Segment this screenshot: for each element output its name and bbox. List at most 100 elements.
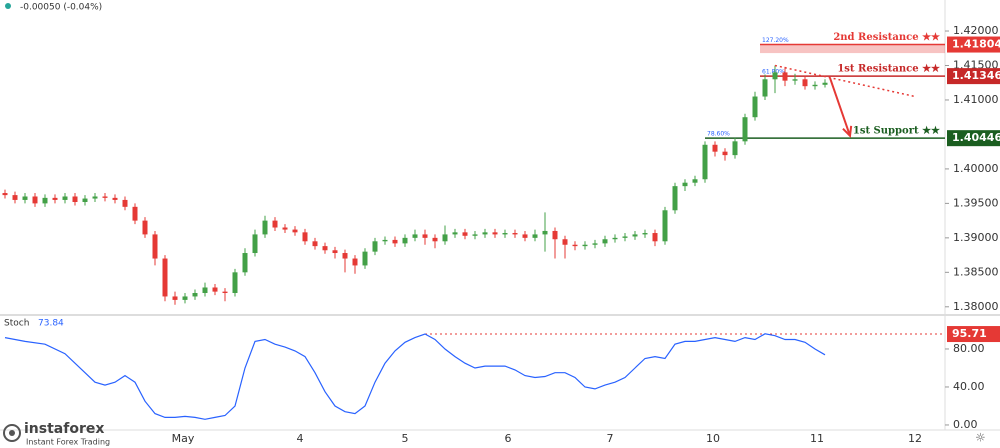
candle-body <box>102 196 108 198</box>
candle <box>452 228 458 238</box>
candle <box>552 227 558 259</box>
level-name: 1st Resistance ★★ <box>837 64 940 75</box>
logo-tagline: Instant Forex Trading <box>26 438 110 447</box>
candle-body <box>342 253 348 259</box>
candle <box>382 236 388 245</box>
candle <box>532 229 538 242</box>
candle <box>522 230 528 242</box>
candle <box>212 284 218 296</box>
candle <box>482 228 488 238</box>
x-tick-label: 5 <box>402 432 409 445</box>
candle <box>572 241 578 251</box>
candle <box>112 194 118 204</box>
y-tick-label: 1.40000 <box>953 162 999 175</box>
candle <box>672 182 678 214</box>
candle-body <box>762 79 768 97</box>
candle-body <box>312 241 318 247</box>
change-label: -0.00050 (-0.04%) <box>20 3 102 13</box>
x-tick-label: 6 <box>505 432 512 445</box>
candle <box>662 206 668 245</box>
y-tick-label: 1.41000 <box>953 93 999 106</box>
candle-body <box>602 239 608 244</box>
candle <box>152 230 158 266</box>
level-price-box <box>947 68 1000 85</box>
candle <box>792 73 798 85</box>
candle <box>122 196 128 211</box>
logo-icon <box>3 424 21 442</box>
candle-body <box>272 220 278 228</box>
candle <box>82 195 88 206</box>
candle-body <box>332 250 338 254</box>
candle <box>162 255 168 302</box>
y-tick-label: 1.38000 <box>953 300 999 313</box>
candle-body <box>212 287 218 292</box>
candle <box>312 237 318 250</box>
resistance-zone <box>760 44 945 54</box>
candle <box>222 288 228 302</box>
candle <box>352 255 358 274</box>
candle <box>632 230 638 240</box>
candle-body <box>652 233 658 242</box>
candle-body <box>772 72 778 80</box>
candle-body <box>292 229 298 233</box>
y-tick-label: 1.39500 <box>953 196 999 209</box>
candle-body <box>372 241 378 252</box>
candle <box>372 237 378 256</box>
candle-body <box>402 237 408 244</box>
candle <box>492 228 498 238</box>
candle-body <box>162 258 168 297</box>
candle <box>822 79 828 88</box>
candle-body <box>792 79 798 81</box>
level-name: 2nd Resistance ★★ <box>833 32 940 43</box>
candle-body <box>392 239 398 244</box>
candle <box>592 239 598 249</box>
level-price-box <box>947 36 1000 53</box>
candle <box>202 282 208 297</box>
candle <box>412 229 418 242</box>
candle-body <box>282 227 288 230</box>
level-price-label: 1.40446 <box>952 131 1000 144</box>
candle-body <box>122 199 128 207</box>
candle-body <box>182 296 188 300</box>
candle-body <box>172 296 178 300</box>
y-tick-label: 40.00 <box>953 380 985 393</box>
x-tick-label: 4 <box>297 432 304 445</box>
candle-body <box>62 196 68 200</box>
candle <box>732 137 738 159</box>
candle <box>742 113 748 145</box>
settings-icon[interactable]: ☼ <box>975 431 986 445</box>
candle-body <box>242 253 248 273</box>
candle-body <box>142 220 148 235</box>
x-tick-label: 7 <box>607 432 614 445</box>
candle-body <box>452 232 458 235</box>
candle-body <box>712 144 718 152</box>
candle-body <box>752 96 758 118</box>
candle <box>342 249 348 273</box>
candle-body <box>802 79 808 87</box>
fib-label: 127.20% <box>762 37 789 44</box>
candle-body <box>302 232 308 242</box>
candle <box>812 81 818 90</box>
candle <box>402 234 408 247</box>
candle-body <box>732 141 738 156</box>
candle-body <box>112 197 118 200</box>
candle <box>362 248 368 269</box>
candle <box>512 229 518 238</box>
candle-body <box>2 193 8 196</box>
candle-body <box>92 196 98 199</box>
candle <box>392 236 398 247</box>
candle-body <box>542 230 548 235</box>
candle <box>582 241 588 250</box>
candle <box>92 193 98 203</box>
candle-body <box>462 232 468 236</box>
candle-body <box>812 84 818 87</box>
fib-label: 78.60% <box>707 131 730 138</box>
candle <box>712 141 718 157</box>
candle-body <box>52 197 58 200</box>
candle <box>282 224 288 234</box>
candle <box>472 230 478 240</box>
candle <box>72 193 78 206</box>
candle <box>562 235 568 259</box>
candle <box>62 193 68 204</box>
candle <box>612 234 618 243</box>
